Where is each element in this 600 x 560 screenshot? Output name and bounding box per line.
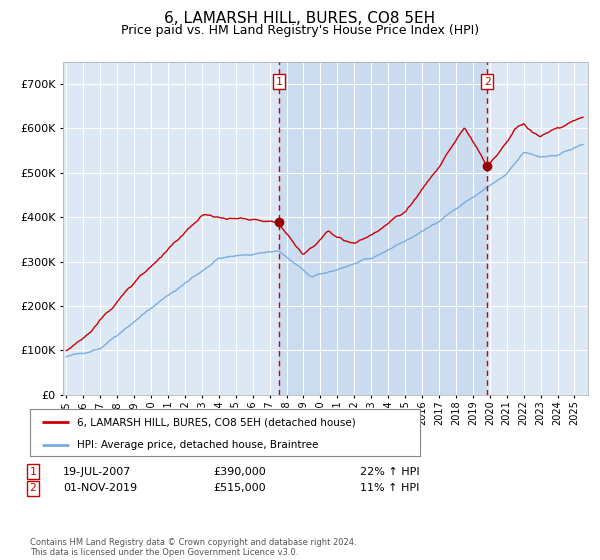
- Text: 1: 1: [29, 466, 37, 477]
- Text: £390,000: £390,000: [213, 466, 266, 477]
- Text: Contains HM Land Registry data © Crown copyright and database right 2024.
This d: Contains HM Land Registry data © Crown c…: [30, 538, 356, 557]
- Text: 11% ↑ HPI: 11% ↑ HPI: [360, 483, 419, 493]
- Text: 19-JUL-2007: 19-JUL-2007: [63, 466, 131, 477]
- Text: £515,000: £515,000: [213, 483, 266, 493]
- Text: 2: 2: [484, 77, 490, 87]
- Text: HPI: Average price, detached house, Braintree: HPI: Average price, detached house, Brai…: [77, 440, 318, 450]
- Text: Price paid vs. HM Land Registry's House Price Index (HPI): Price paid vs. HM Land Registry's House …: [121, 24, 479, 36]
- Text: 22% ↑ HPI: 22% ↑ HPI: [360, 466, 419, 477]
- Text: 6, LAMARSH HILL, BURES, CO8 5EH (detached house): 6, LAMARSH HILL, BURES, CO8 5EH (detache…: [77, 417, 356, 427]
- Bar: [279, 62, 487, 395]
- Text: 2: 2: [29, 483, 37, 493]
- Text: 1: 1: [275, 77, 282, 87]
- Text: 6, LAMARSH HILL, BURES, CO8 5EH: 6, LAMARSH HILL, BURES, CO8 5EH: [164, 11, 436, 26]
- Text: 01-NOV-2019: 01-NOV-2019: [63, 483, 137, 493]
